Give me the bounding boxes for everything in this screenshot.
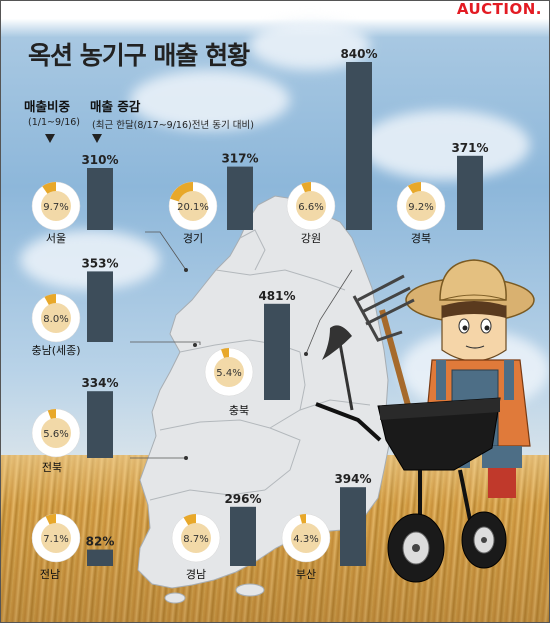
chart-marks: 9.7% 310% 서울 20.1% 317% 경기 6.6% 840% 강원 9.2% 371% 경… (31, 47, 488, 581)
region-group: 6.6% 840% 강원 (286, 47, 378, 245)
cloud (250, 20, 370, 70)
share-donut-center (41, 523, 71, 553)
share-label: 5.4% (216, 368, 241, 379)
growth-bar (87, 391, 113, 458)
growth-label: 394% (334, 472, 371, 486)
share-label: 9.7% (43, 202, 68, 213)
growth-bar (87, 271, 113, 342)
region-group: 5.6% 334% 전북 (31, 376, 119, 474)
region-group: 20.1% 317% 경기 (168, 152, 259, 245)
leader-lines (130, 231, 353, 459)
share-donut-center (41, 418, 71, 448)
farmer-illustration (315, 259, 535, 583)
share-label: 8.7% (183, 534, 208, 545)
share-label: 6.6% (298, 202, 323, 213)
share-donut-center (41, 303, 71, 333)
region-label: 경북 (411, 232, 431, 245)
growth-legend-arrow-icon (92, 134, 102, 143)
page-title: 옥션 농기구 매출 현황 (28, 41, 250, 70)
share-donut-center (214, 357, 244, 387)
share-label: 9.2% (408, 202, 433, 213)
share-donut-center (296, 191, 326, 221)
region-label: 전북 (42, 461, 62, 474)
growth-label: 317% (221, 152, 258, 166)
share-label: 8.0% (43, 314, 68, 325)
region-label: 강원 (301, 232, 321, 245)
growth-bar (87, 549, 113, 566)
share-label: 20.1% (177, 202, 209, 213)
growth-label: 310% (81, 153, 118, 167)
region-group: 7.1% 82% 전남 (31, 513, 115, 581)
growth-legend-period: (최근 한달(8/17~9/16)전년 동기 대비) (92, 120, 254, 131)
growth-legend-label: 매출 증감 (90, 99, 141, 114)
region-label: 충북 (229, 404, 249, 417)
region-label: 부산 (296, 568, 316, 581)
growth-bar (230, 506, 256, 566)
growth-bar (227, 166, 253, 230)
share-label: 5.6% (43, 429, 68, 440)
growth-label: 82% (86, 535, 115, 549)
growth-label: 296% (224, 492, 261, 506)
growth-bar (264, 303, 290, 400)
growth-label: 353% (81, 256, 118, 270)
share-legend-arrow-icon (45, 134, 55, 143)
region-group: 9.7% 310% 서울 (31, 153, 119, 245)
share-donut-center (406, 191, 436, 221)
growth-bar (340, 487, 366, 566)
growth-bar (346, 62, 372, 230)
region-group: 8.7% 296% 경남 (171, 492, 262, 581)
region-label: 충남(세종) (31, 344, 80, 357)
growth-bar (457, 155, 483, 230)
growth-label: 840% (340, 47, 377, 61)
growth-label: 334% (81, 376, 118, 390)
share-legend-label: 매출비중 (24, 99, 71, 114)
region-label: 경기 (183, 232, 203, 245)
share-donut-center (181, 523, 211, 553)
share-donut-center (291, 523, 321, 553)
share-legend-period: (1/1~9/16) (28, 117, 80, 128)
cloud (130, 70, 290, 130)
share-label: 4.3% (293, 534, 318, 545)
auction-logo: AUCTION. (456, 0, 542, 18)
region-label: 경남 (186, 568, 206, 581)
share-donut-center (41, 191, 71, 221)
region-label: 전남 (40, 568, 60, 581)
region-group: 9.2% 371% 경북 (396, 141, 489, 245)
share-donut-center (178, 191, 208, 221)
region-group: 4.3% 394% 부산 (281, 472, 372, 581)
region-label: 서울 (46, 232, 66, 245)
region-group: 8.0% 353% 충남(세종) (31, 256, 118, 357)
share-label: 7.1% (43, 534, 68, 545)
growth-label: 371% (451, 141, 488, 155)
cloud (360, 110, 530, 180)
growth-bar (87, 168, 113, 230)
growth-label: 481% (258, 289, 295, 303)
region-group: 5.4% 481% 충북 (204, 289, 296, 417)
